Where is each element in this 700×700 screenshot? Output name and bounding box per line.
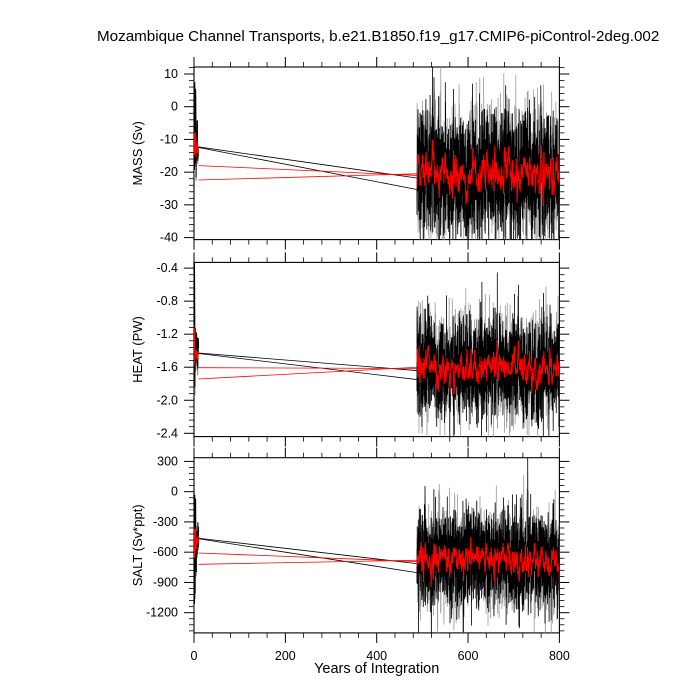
svg-text:-900: -900 bbox=[153, 575, 178, 589]
svg-text:Mozambique Channel Transports,: Mozambique Channel Transports, b.e21.B18… bbox=[97, 28, 659, 45]
svg-text:-0.4: -0.4 bbox=[156, 261, 178, 275]
svg-text:-40: -40 bbox=[160, 231, 178, 245]
svg-text:0: 0 bbox=[171, 100, 178, 114]
svg-text:-600: -600 bbox=[153, 545, 178, 559]
svg-text:-1200: -1200 bbox=[146, 606, 178, 620]
svg-text:-300: -300 bbox=[153, 515, 178, 529]
svg-text:-1.6: -1.6 bbox=[156, 360, 178, 374]
svg-text:600: 600 bbox=[458, 649, 479, 663]
svg-text:-2.0: -2.0 bbox=[156, 393, 178, 407]
svg-text:200: 200 bbox=[275, 649, 296, 663]
svg-text:0: 0 bbox=[191, 649, 198, 663]
svg-text:SALT (Sv*ppt): SALT (Sv*ppt) bbox=[130, 504, 145, 586]
svg-text:MASS (Sv): MASS (Sv) bbox=[130, 121, 145, 185]
svg-text:-2.4: -2.4 bbox=[156, 426, 178, 440]
svg-text:300: 300 bbox=[157, 454, 178, 468]
svg-text:-30: -30 bbox=[160, 198, 178, 212]
svg-text:-0.8: -0.8 bbox=[156, 294, 178, 308]
svg-text:800: 800 bbox=[549, 649, 570, 663]
svg-text:0: 0 bbox=[171, 485, 178, 499]
svg-text:10: 10 bbox=[164, 67, 178, 81]
svg-text:HEAT (PW): HEAT (PW) bbox=[130, 316, 145, 383]
svg-text:-1.2: -1.2 bbox=[156, 327, 178, 341]
svg-text:Years of Integration: Years of Integration bbox=[314, 661, 439, 677]
svg-text:-10: -10 bbox=[160, 132, 178, 146]
svg-text:-20: -20 bbox=[160, 165, 178, 179]
